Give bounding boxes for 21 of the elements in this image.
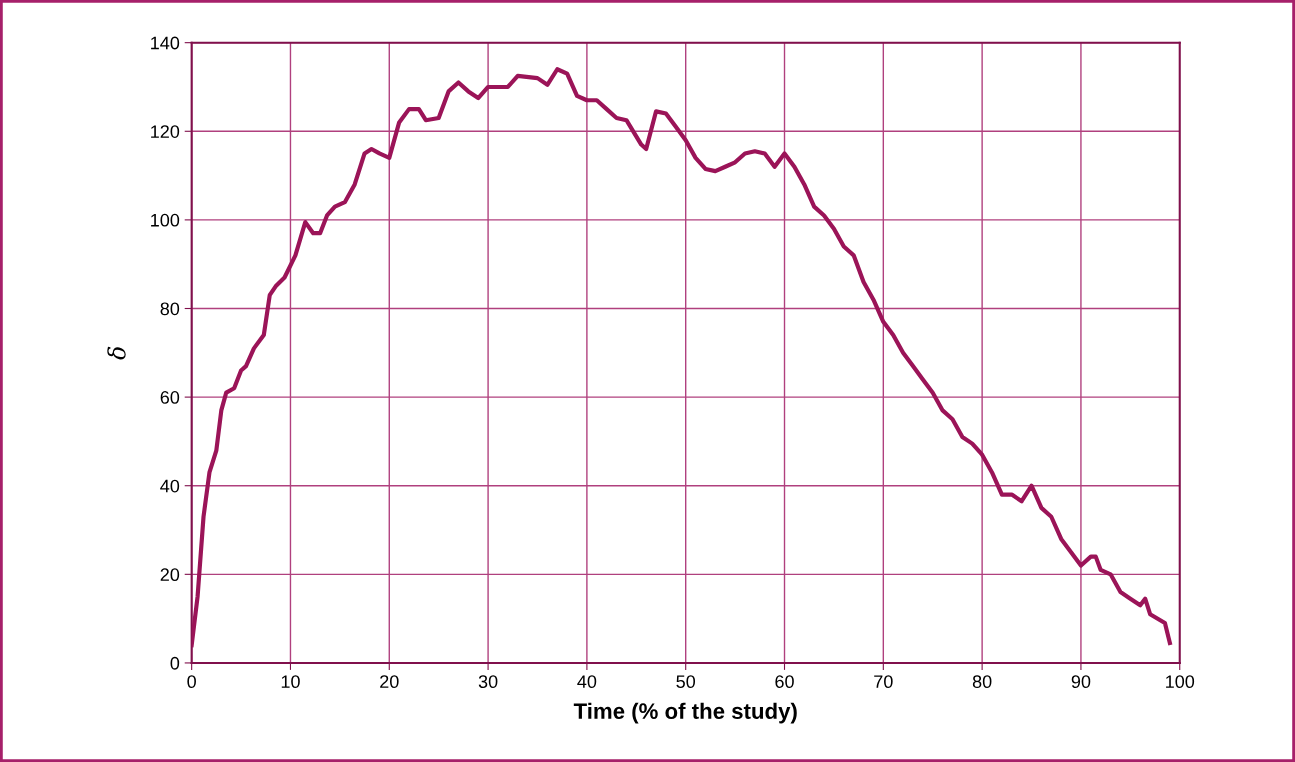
x-tick-label: 20: [380, 675, 399, 689]
y-axis-title: δ: [107, 346, 126, 360]
y-tick-label: 140: [151, 36, 180, 50]
x-tick-label: 30: [478, 675, 498, 689]
x-tick-label: 10: [281, 675, 300, 689]
x-tick-label: 60: [775, 675, 794, 689]
x-tick-label: 70: [874, 675, 893, 689]
y-tick-label: 0: [170, 656, 180, 670]
y-tick-label: 40: [160, 479, 180, 493]
x-tick-label: 80: [972, 675, 992, 689]
x-tick-label: 50: [676, 675, 696, 689]
x-tick-label: 40: [577, 675, 597, 689]
y-tick-label: 120: [151, 125, 180, 138]
y-tick-label: 60: [160, 391, 180, 404]
y-tick-label: 20: [160, 568, 180, 582]
x-tick-label: 0: [187, 675, 196, 689]
x-tick-label: 100: [1166, 675, 1195, 689]
y-tick-label: 100: [151, 213, 180, 227]
x-axis-title: Time (% of the study): [573, 702, 797, 724]
x-tick-label: 90: [1071, 675, 1091, 689]
y-tick-label: 80: [160, 302, 180, 316]
